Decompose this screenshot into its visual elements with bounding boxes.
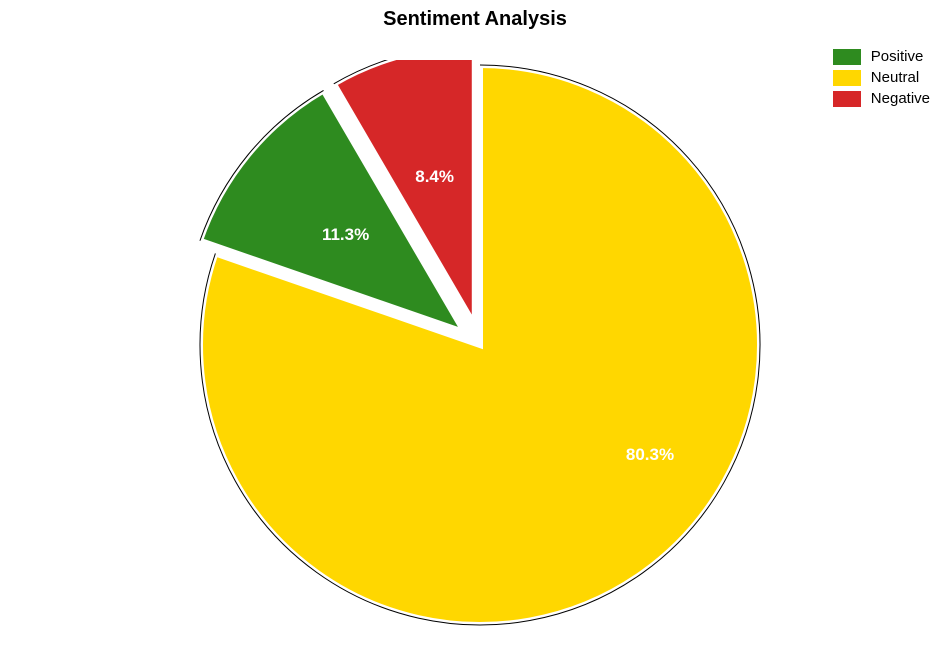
pie-label-negative: 8.4% (415, 167, 454, 187)
legend-item-positive: Positive (833, 48, 930, 65)
chart-title: Sentiment Analysis (0, 8, 950, 31)
legend-swatch-neutral (833, 70, 861, 86)
pie-label-neutral: 80.3% (626, 445, 674, 465)
legend-label-positive: Positive (871, 48, 924, 65)
legend-item-neutral: Neutral (833, 69, 930, 86)
legend-swatch-positive (833, 49, 861, 65)
chart-container: Sentiment Analysis 80.3% 11.3% 8.4% Positi… (0, 0, 950, 662)
legend-item-negative: Negative (833, 90, 930, 107)
legend-label-neutral: Neutral (871, 69, 919, 86)
legend-label-negative: Negative (871, 90, 930, 107)
legend-swatch-negative (833, 91, 861, 107)
legend: Positive Neutral Negative (833, 48, 930, 111)
pie-label-positive: 11.3% (322, 225, 369, 245)
pie-chart (180, 60, 780, 660)
